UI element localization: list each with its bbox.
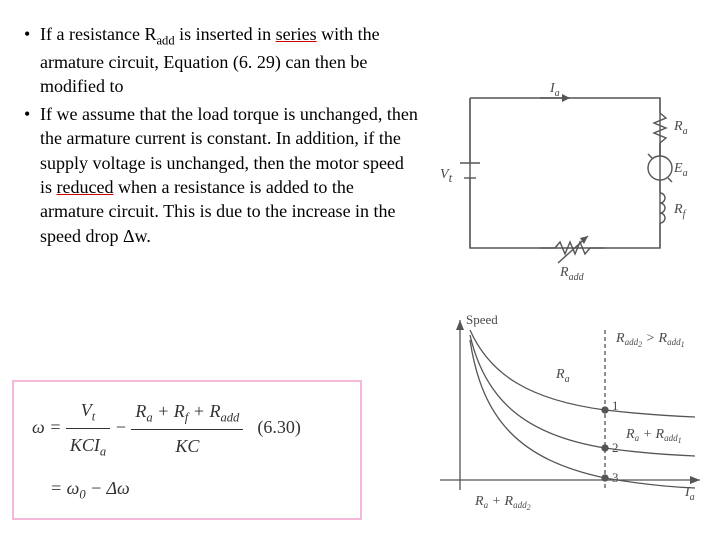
equation-line1: ω = VtKCIa − Ra + Rf + RaddKC(6.30)	[32, 394, 346, 464]
eq-num: (6.30)	[257, 417, 301, 437]
eq-vt-sub: t	[92, 410, 96, 424]
b1-series: series	[276, 24, 317, 44]
eq-frac1: Vt KCIa	[66, 394, 110, 464]
b1-mid: is inserted in	[175, 24, 276, 44]
eq-kc: KC	[175, 436, 199, 456]
equation-box: ω = VtKCIa − Ra + Rf + RaddKC(6.30) = ω0…	[12, 380, 362, 520]
svg-text:Ea: Ea	[673, 161, 688, 179]
b1-sub: add	[156, 34, 174, 48]
eq-kcia: KCI	[70, 435, 100, 455]
svg-text:3: 3	[612, 470, 619, 485]
svg-text:Vt: Vt	[440, 167, 453, 185]
svg-text:Rf: Rf	[673, 202, 687, 220]
svg-text:1: 1	[612, 398, 619, 413]
bullet-2: If we assume that the load torque is unc…	[20, 102, 420, 248]
speed-graph: Speed Ia Ra Ra + Radd1 Ra + Radd2 Radd2 …	[430, 310, 710, 530]
svg-text:2: 2	[612, 440, 619, 455]
svg-text:Radd: Radd	[559, 265, 585, 283]
bullet-1: If a resistance Radd is inserted in seri…	[20, 22, 420, 98]
svg-text:Ra: Ra	[673, 119, 688, 137]
eq-ra: R	[135, 401, 146, 421]
eq-plus2: + R	[188, 401, 220, 421]
bullet-list: If a resistance Radd is inserted in seri…	[20, 22, 420, 252]
svg-text:Speed: Speed	[466, 312, 498, 327]
equation-line2: = ω0 − Δω	[32, 472, 346, 506]
svg-text:Radd2 > Radd1: Radd2 > Radd1	[615, 331, 685, 349]
circuit-diagram: Vt Ia Ra Ea Rf Radd	[430, 68, 710, 288]
b2-reduced: reduced	[57, 177, 114, 197]
eq2-pre: = ω	[50, 478, 79, 498]
eq-radd-sub: add	[220, 411, 239, 425]
eq2-mid: − Δω	[86, 478, 130, 498]
svg-text:Ra + Radd2: Ra + Radd2	[474, 494, 531, 512]
b1-pre: If a resistance R	[40, 24, 156, 44]
svg-text:Ia: Ia	[549, 81, 560, 99]
eq-plus1: + R	[153, 401, 185, 421]
eq-kcia-sub: a	[100, 445, 106, 459]
svg-text:Ra: Ra	[555, 367, 570, 385]
eq-vt: V	[81, 400, 92, 420]
svg-text:Ra + Radd1: Ra + Radd1	[625, 427, 682, 445]
eq-frac2: Ra + Rf + RaddKC	[131, 395, 243, 463]
eq-omega: ω	[32, 417, 45, 437]
eq-eq1: =	[45, 417, 66, 437]
eq-minus: −	[110, 417, 131, 437]
